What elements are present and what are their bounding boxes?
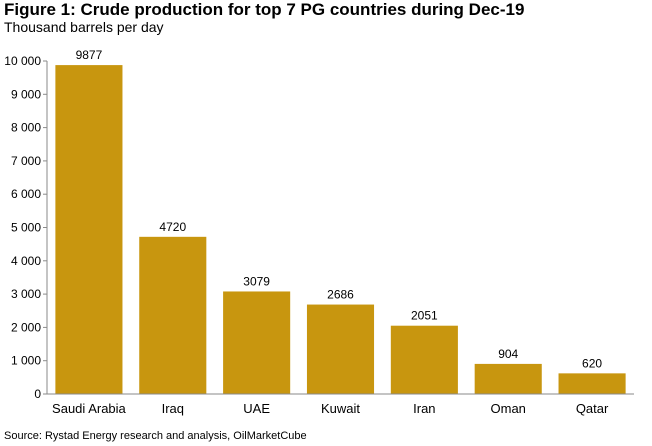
x-tick-label: Iran xyxy=(413,401,435,416)
bar-value-label: 904 xyxy=(498,347,518,361)
bar-value-label: 620 xyxy=(582,356,602,370)
bars: 9877 4720 3079 2686 2051 904 620 xyxy=(55,48,626,395)
x-tick-label: Oman xyxy=(491,401,526,416)
bar xyxy=(558,373,626,394)
x-axis: Saudi Arabia Iraq UAE Kuwait Iran Oman Qatar xyxy=(47,393,634,416)
chart-subtitle: Thousand barrels per day xyxy=(4,19,164,35)
y-tick-label: 6 000 xyxy=(11,187,41,201)
y-tick-label: 4 000 xyxy=(11,254,41,268)
y-tick-label: 8 000 xyxy=(11,121,41,135)
x-tick-label: Saudi Arabia xyxy=(52,401,126,416)
y-tick-label: 9 000 xyxy=(11,87,41,101)
bar-value-label: 2686 xyxy=(327,288,354,302)
bar xyxy=(223,291,291,394)
y-tick-label: 10 000 xyxy=(4,54,41,68)
bar xyxy=(55,65,123,395)
source-note: Source: Rystad Energy research and analy… xyxy=(4,430,307,442)
bar-value-label: 4720 xyxy=(159,220,186,234)
y-tick-label: 3 000 xyxy=(11,287,41,301)
y-tick-label: 1 000 xyxy=(11,354,41,368)
x-tick-label: Kuwait xyxy=(321,401,360,416)
y-tick-label: 2 000 xyxy=(11,320,41,334)
y-tick-label: 0 xyxy=(34,387,41,401)
bar-value-label: 3079 xyxy=(243,274,270,288)
y-tick-label: 7 000 xyxy=(11,154,41,168)
x-tick-label: Qatar xyxy=(576,401,609,416)
bar xyxy=(474,363,542,394)
y-axis: 0 1 000 2 000 3 000 4 000 5 000 6 000 7 000 8 00… xyxy=(4,54,48,401)
bar xyxy=(390,325,458,394)
bar-value-label: 2051 xyxy=(411,309,438,323)
x-tick-label: UAE xyxy=(243,401,270,416)
y-tick-label: 5 000 xyxy=(11,221,41,235)
bar xyxy=(139,236,207,394)
x-tick-label: Iraq xyxy=(162,401,184,416)
bar xyxy=(306,304,375,394)
chart-title: Figure 1: Crude production for top 7 PG … xyxy=(4,0,525,19)
bar-value-label: 9877 xyxy=(76,48,103,62)
